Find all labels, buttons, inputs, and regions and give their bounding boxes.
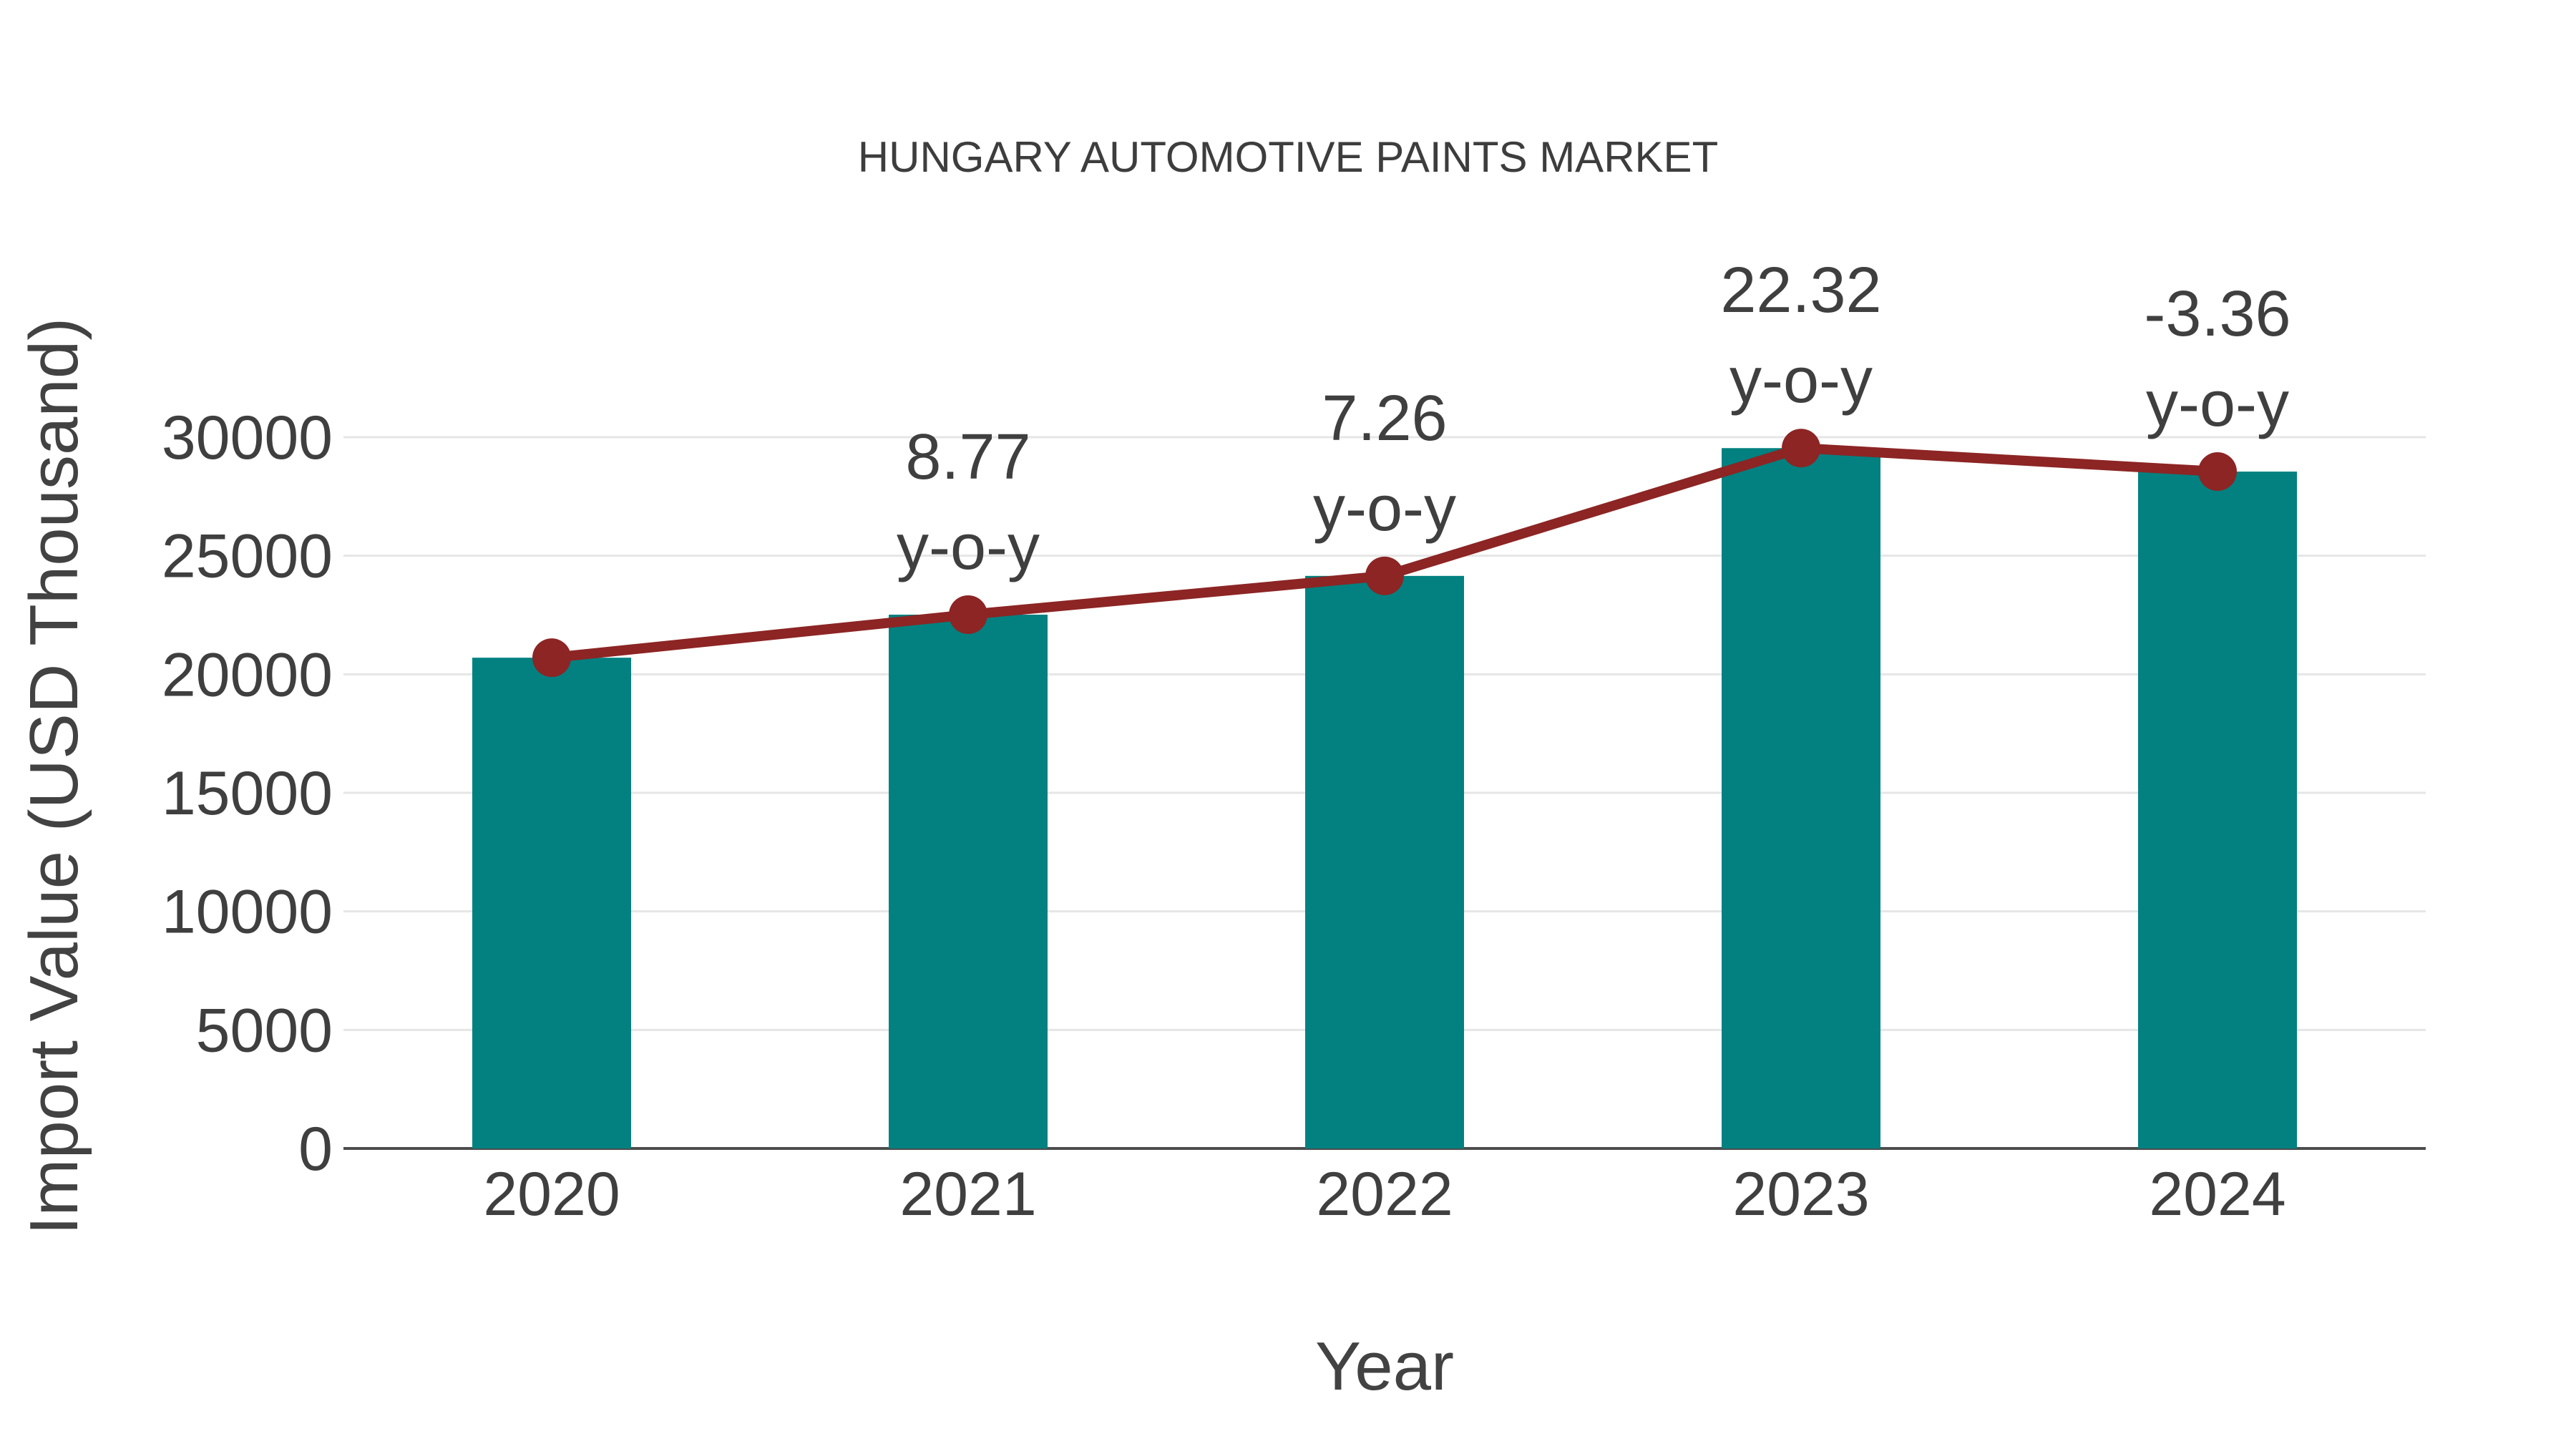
yoy-annotations: 8.77 y-o-y 7.26 y-o-y 22.32 y-o-y -3.36 y-o-y	[897, 255, 2291, 583]
yoy-label-2021: y-o-y	[897, 512, 1040, 583]
bar-2022	[1305, 575, 1464, 1148]
yoy-label-2024: y-o-y	[2146, 369, 2289, 440]
x-tick-label-2024: 2024	[2149, 1160, 2285, 1229]
yoy-value-2024: -3.36	[2144, 278, 2290, 350]
yoy-label-2023: y-o-y	[1729, 345, 1873, 416]
chart-title: HUNGARY AUTOMOTIVE PAINTS MARKET	[858, 133, 1718, 181]
x-tick-label-2021: 2021	[899, 1160, 1036, 1229]
yoy-label-2022: y-o-y	[1313, 473, 1456, 545]
x-tick-label-2022: 2022	[1316, 1160, 1453, 1229]
y-axis-title: Import Value (USD Thousand)	[16, 318, 92, 1235]
trend-marker-2023	[1782, 429, 1820, 468]
y-tick-label-15000: 15000	[162, 759, 333, 828]
y-tick-label-25000: 25000	[162, 522, 333, 591]
trend-marker-2021	[949, 595, 987, 635]
x-tick-label-2020: 2020	[483, 1160, 620, 1229]
x-tick-label-2023: 2023	[1732, 1160, 1869, 1229]
trend-marker-2022	[1365, 556, 1404, 595]
yoy-value-2023: 22.32	[1720, 255, 1881, 326]
bar-2023	[1722, 448, 1880, 1148]
line-series	[532, 429, 2237, 678]
bar-2021	[889, 615, 1048, 1148]
bar-2024	[2138, 472, 2297, 1148]
y-tick-label-30000: 30000	[162, 404, 333, 472]
y-axis-tick-labels: 0 5000 10000 15000 20000 25000 30000	[162, 404, 333, 1184]
yoy-value-2021: 8.77	[905, 421, 1030, 493]
yoy-value-2022: 7.26	[1322, 383, 1447, 454]
y-tick-label-5000: 5000	[196, 996, 333, 1065]
x-axis-title: Year	[1315, 1328, 1454, 1405]
y-tick-label-10000: 10000	[162, 878, 333, 947]
bar-2020	[472, 658, 631, 1148]
bar-series	[472, 448, 2297, 1148]
y-tick-label-0: 0	[298, 1115, 333, 1184]
trend-marker-2020	[532, 638, 571, 678]
trend-marker-2024	[2198, 452, 2237, 492]
y-tick-label-20000: 20000	[162, 640, 333, 709]
x-axis-tick-labels: 2020 2021 2022 2023 2024	[483, 1160, 2285, 1229]
